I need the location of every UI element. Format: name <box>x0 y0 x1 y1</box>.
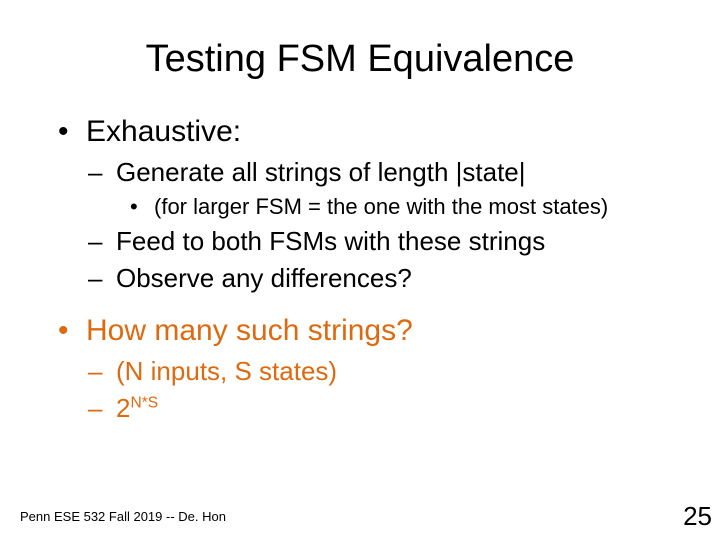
formula-base: 2 <box>116 393 130 423</box>
slide-content: Exhaustive: Generate all strings of leng… <box>20 115 700 424</box>
slide: Testing FSM Equivalence Exhaustive: Gene… <box>0 0 720 540</box>
bullet-text: Feed to both FSMs with these strings <box>116 226 545 256</box>
footer-text: Penn ESE 532 Fall 2019 -- De. Hon <box>20 509 226 524</box>
bullet-observe-diff: Observe any differences? <box>88 263 700 294</box>
bullet-exhaustive: Exhaustive: <box>58 115 700 149</box>
bullet-n-inputs-s-states: (N inputs, S states) <box>88 356 700 387</box>
slide-title: Testing FSM Equivalence <box>20 38 700 81</box>
bullet-feed-both: Feed to both FSMs with these strings <box>88 226 700 257</box>
bullet-text: Generate all strings of length |state| <box>116 157 526 187</box>
bullet-generate-strings: Generate all strings of length |state| <box>88 157 700 188</box>
bullet-two-power: 2N*S <box>88 393 700 424</box>
formula-exponent: N*S <box>130 394 158 411</box>
bullet-larger-fsm-note: (for larger FSM = the one with the most … <box>130 194 700 220</box>
bullet-text: How many such strings? <box>86 314 413 347</box>
page-number: 25 <box>683 501 712 532</box>
spacer <box>58 300 700 314</box>
bullet-text: (for larger FSM = the one with the most … <box>154 194 608 219</box>
bullet-text: (N inputs, S states) <box>116 356 337 386</box>
bullet-how-many: How many such strings? <box>58 314 700 348</box>
bullet-text: Observe any differences? <box>116 263 412 293</box>
bullet-text: Exhaustive: <box>86 115 241 148</box>
